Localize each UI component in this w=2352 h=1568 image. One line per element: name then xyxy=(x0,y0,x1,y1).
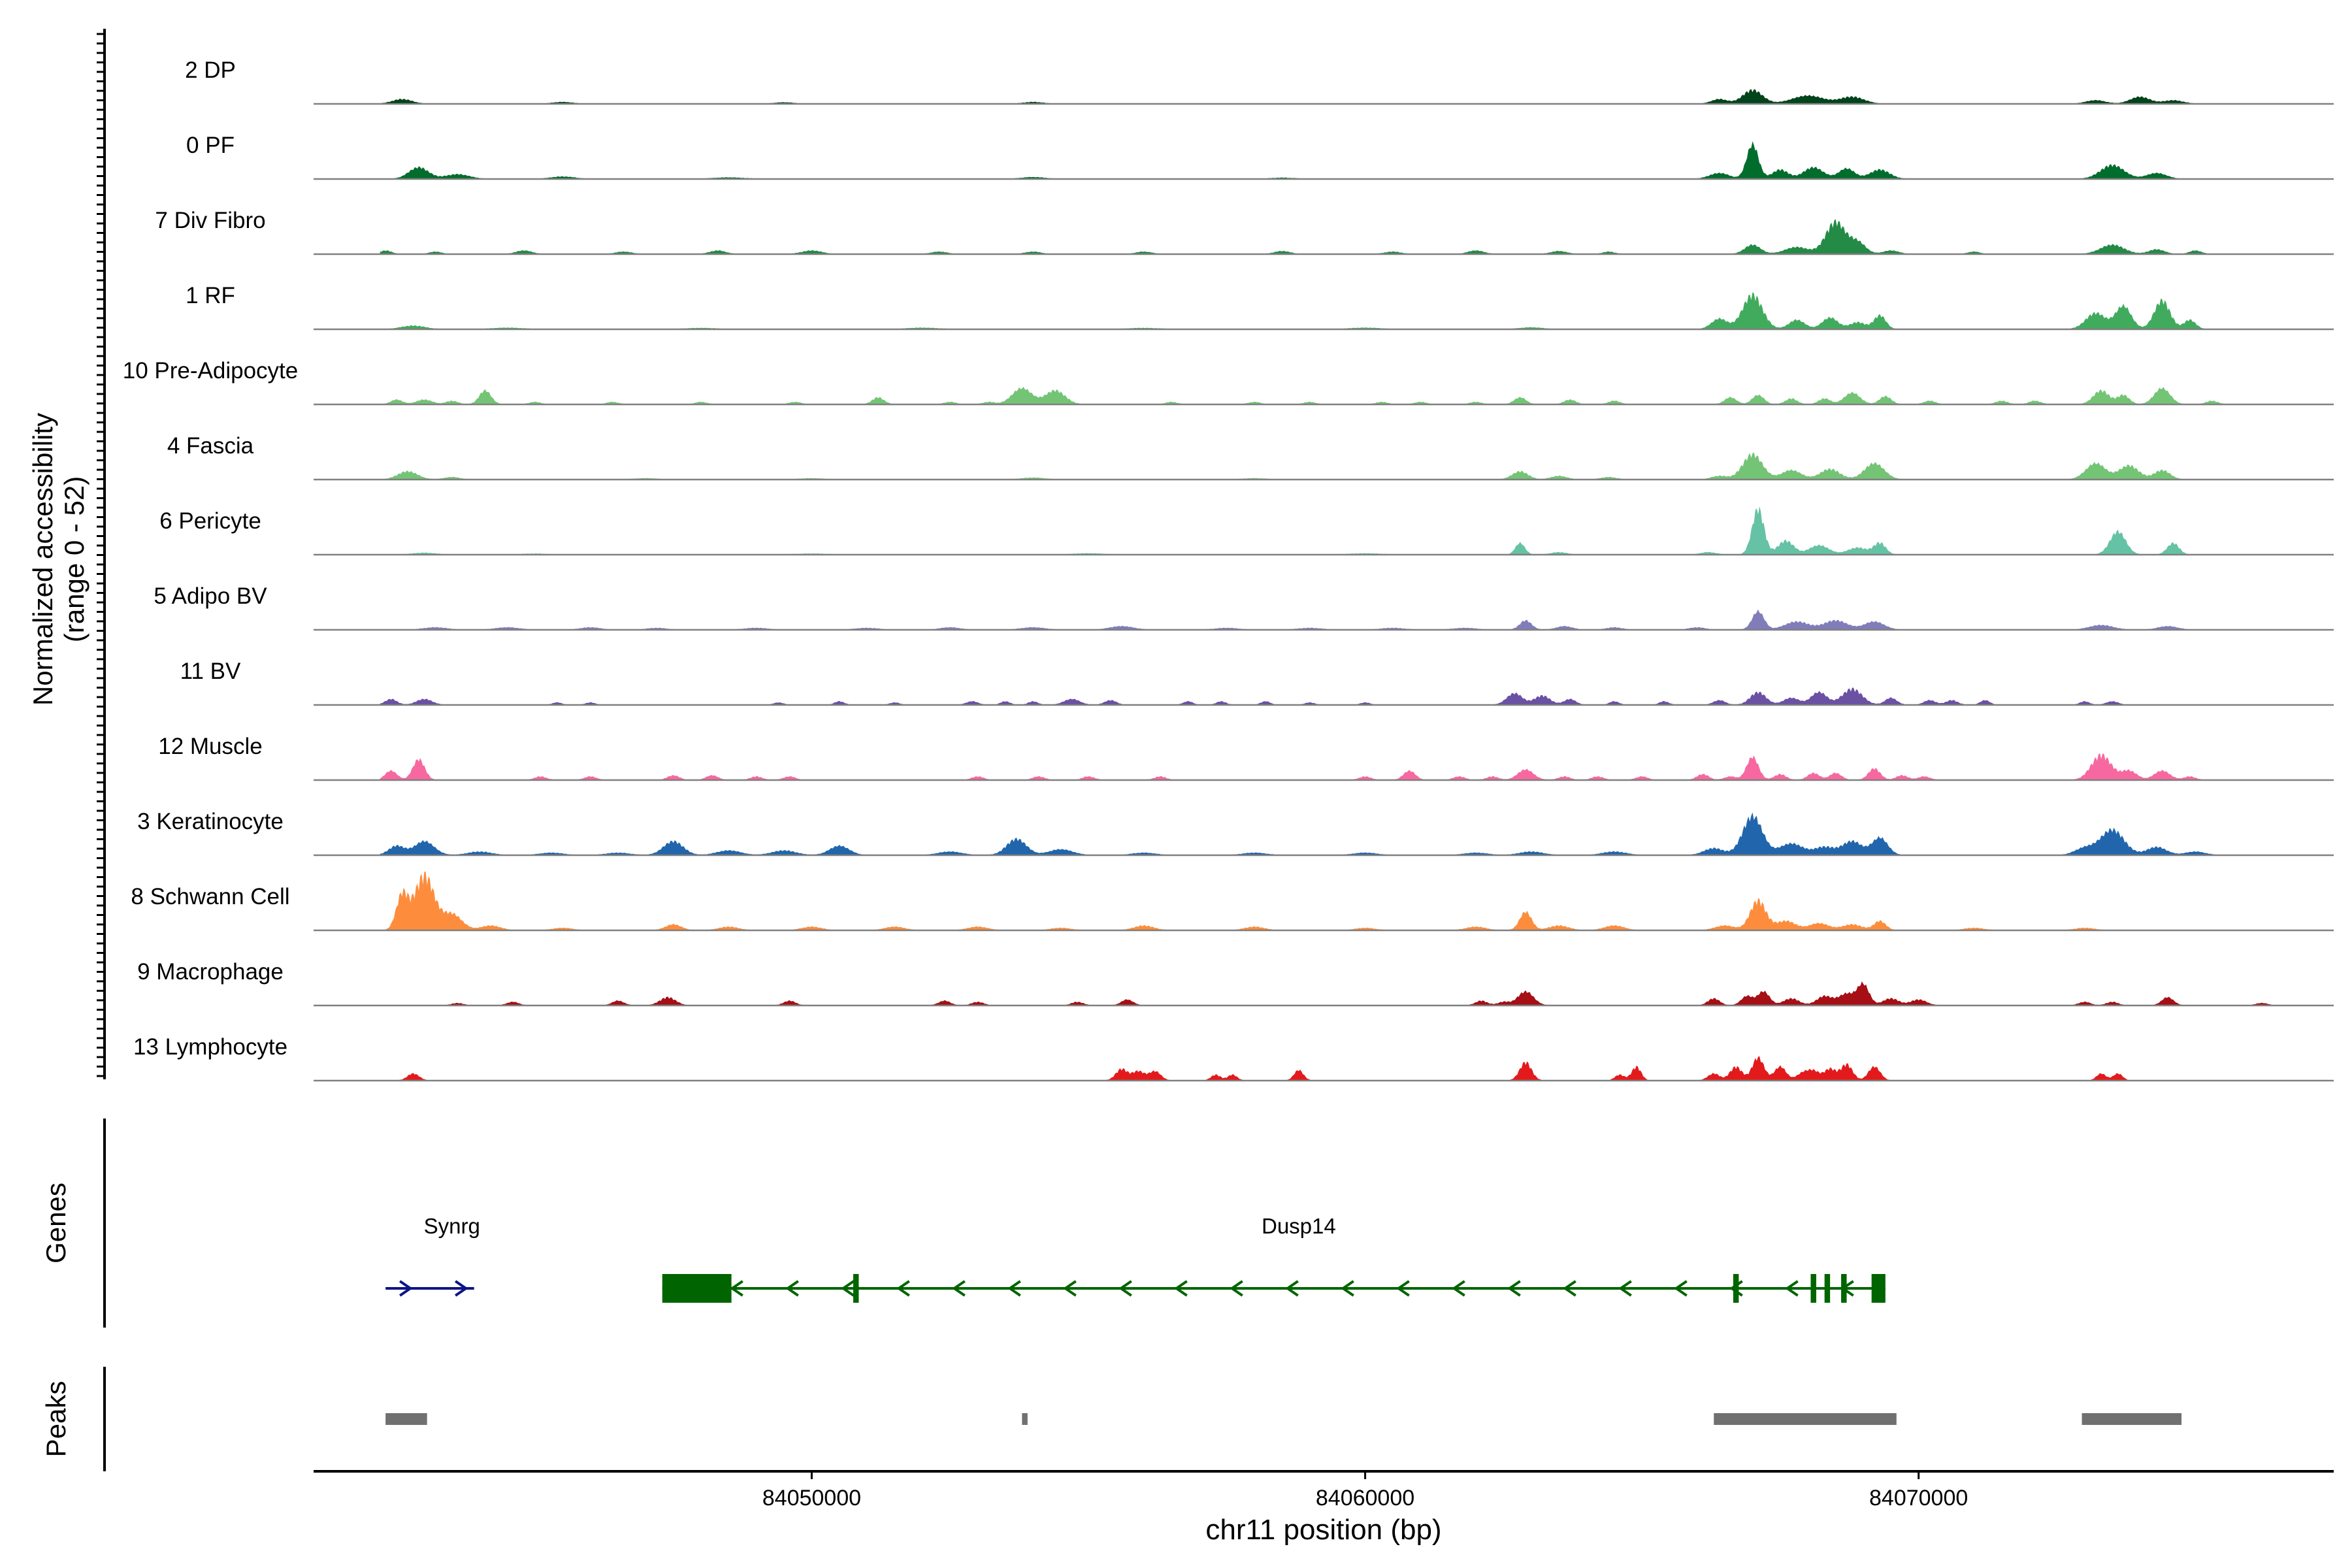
coverage-area xyxy=(380,292,2295,329)
x-axis-title: chr11 position (bp) xyxy=(1205,1514,1441,1546)
track-11-bv: 11 BV xyxy=(180,659,2334,706)
peak-region xyxy=(2082,1413,2182,1425)
gene-dusp14: Dusp14 xyxy=(662,1214,1886,1303)
gene-annotations: Synrg Dusp14 xyxy=(385,1214,1886,1303)
track-1-rf: 1 RF xyxy=(186,283,2334,331)
peak-regions xyxy=(385,1413,2182,1425)
x-axis-ticks: 84050000 84060000 84070000 xyxy=(762,1471,1968,1511)
track-12-muscle: 12 Muscle xyxy=(158,734,2334,781)
coverage-area xyxy=(380,452,2295,480)
y-axis-title: Normalized accessibility xyxy=(27,413,58,706)
x-tick-label: 84060000 xyxy=(1316,1486,1414,1511)
track-10-pre-adipocyte: 10 Pre-Adipocyte xyxy=(123,358,2334,406)
strand-arrow xyxy=(1174,1280,1188,1297)
track-7-div-fibro: 7 Div Fibro xyxy=(155,208,2334,255)
strand-arrow xyxy=(1452,1280,1465,1297)
coverage-area xyxy=(380,1056,2295,1081)
strand-arrow xyxy=(896,1280,910,1297)
x-tick-label: 84070000 xyxy=(1869,1486,1968,1511)
exon xyxy=(1810,1274,1816,1303)
coverage-area xyxy=(380,812,2295,855)
strand-arrow xyxy=(1563,1280,1576,1297)
strand-arrow xyxy=(841,1280,855,1297)
track-label: 6 Pericyte xyxy=(159,508,261,534)
strand-arrow xyxy=(1674,1280,1688,1297)
track-label: 1 RF xyxy=(186,283,235,308)
track-label: 5 Adipo BV xyxy=(154,583,267,609)
coverage-area xyxy=(380,609,2295,630)
track-label: 13 Lymphocyte xyxy=(133,1034,287,1060)
coverage-area xyxy=(380,89,2295,104)
track-4-fascia: 4 Fascia xyxy=(167,433,2334,481)
track-9-macrophage: 9 Macrophage xyxy=(137,959,2334,1007)
track-label: 2 DP xyxy=(185,57,236,83)
gene-label: Dusp14 xyxy=(1262,1214,1336,1238)
peak-region xyxy=(1022,1413,1028,1425)
strand-arrow xyxy=(1785,1280,1799,1297)
coverage-area xyxy=(380,753,2295,780)
strand-arrow xyxy=(1007,1280,1021,1297)
track-3-keratinocyte: 3 Keratinocyte xyxy=(137,809,2334,857)
track-13-lymphocyte: 13 Lymphocyte xyxy=(133,1034,2334,1082)
x-tick-label: 84050000 xyxy=(762,1486,861,1511)
coverage-area xyxy=(380,141,2295,179)
y-axis-title-range: (range 0 - 52) xyxy=(59,476,90,642)
coverage-area xyxy=(380,219,2295,254)
gene-label: Synrg xyxy=(424,1214,480,1238)
strand-arrow xyxy=(1396,1280,1410,1297)
strand-arrow xyxy=(730,1280,743,1297)
exon xyxy=(1824,1274,1831,1303)
strand-arrow xyxy=(399,1280,413,1297)
strand-arrow xyxy=(1341,1280,1354,1297)
coverage-y-ticks xyxy=(97,33,105,1077)
track-label: 9 Macrophage xyxy=(137,959,284,985)
genes-track-title: Genes xyxy=(41,1183,71,1264)
strand-arrow xyxy=(1063,1280,1077,1297)
coverage-area xyxy=(380,871,2295,930)
coverage-tracks: 2 DP 0 PF 7 Div Fibro 1 RF 10 Pre-Adipocyte 4… xyxy=(123,57,2334,1082)
strand-arrow xyxy=(785,1280,799,1297)
strand-arrow xyxy=(1618,1280,1632,1297)
exon xyxy=(1871,1274,1886,1303)
track-label: 8 Schwann Cell xyxy=(131,884,289,909)
track-5-adipo-bv: 5 Adipo BV xyxy=(154,583,2334,631)
coverage-area xyxy=(380,687,2295,705)
exon xyxy=(853,1274,859,1303)
coverage-area xyxy=(380,981,2295,1005)
exon xyxy=(662,1274,732,1303)
track-label: 12 Muscle xyxy=(158,734,263,759)
track-label: 10 Pre-Adipocyte xyxy=(123,358,298,384)
track-8-schwann-cell: 8 Schwann Cell xyxy=(131,871,2334,932)
track-label: 4 Fascia xyxy=(167,433,254,459)
strand-arrow xyxy=(454,1280,468,1297)
track-2-dp: 2 DP xyxy=(185,57,2334,105)
strand-arrow xyxy=(1230,1280,1243,1297)
track-0-pf: 0 PF xyxy=(186,133,2334,180)
exon xyxy=(1733,1274,1739,1303)
coverage-area xyxy=(380,386,2295,404)
strand-arrow xyxy=(1119,1280,1132,1297)
peak-region xyxy=(385,1413,427,1425)
strand-arrow xyxy=(1729,1280,1743,1297)
track-label: 7 Div Fibro xyxy=(155,208,265,233)
peak-region xyxy=(1714,1413,1897,1425)
strand-arrow xyxy=(1285,1280,1299,1297)
strand-arrow xyxy=(1507,1280,1521,1297)
coverage-area xyxy=(380,506,2295,555)
gene-synrg: Synrg xyxy=(385,1214,480,1297)
track-label: 11 BV xyxy=(180,659,241,684)
track-label: 0 PF xyxy=(186,133,235,158)
peaks-track-title: Peaks xyxy=(41,1381,71,1458)
exon xyxy=(1841,1274,1847,1303)
strand-arrow xyxy=(952,1280,966,1297)
track-6-pericyte: 6 Pericyte xyxy=(159,506,2334,556)
track-label: 3 Keratinocyte xyxy=(137,809,284,834)
